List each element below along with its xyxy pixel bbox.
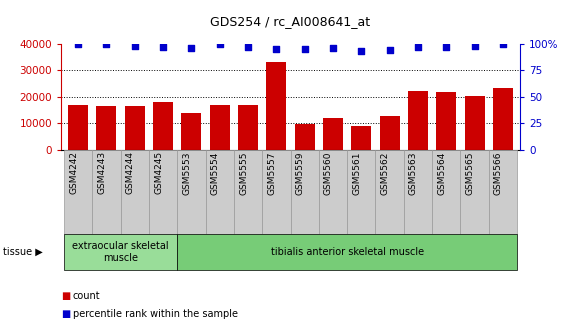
Point bbox=[470, 43, 479, 48]
Bar bbox=[96, 106, 116, 150]
Point bbox=[159, 44, 168, 49]
Point bbox=[413, 44, 422, 49]
Text: GSM5560: GSM5560 bbox=[324, 151, 333, 195]
Text: percentile rank within the sample: percentile rank within the sample bbox=[73, 309, 238, 319]
Point bbox=[187, 45, 196, 51]
Bar bbox=[238, 104, 258, 150]
Text: GSM4242: GSM4242 bbox=[69, 151, 78, 194]
Text: GSM4243: GSM4243 bbox=[98, 151, 106, 194]
Text: GSM5561: GSM5561 bbox=[352, 151, 361, 195]
Text: GSM5554: GSM5554 bbox=[211, 151, 220, 195]
Bar bbox=[493, 88, 513, 150]
Text: GSM5563: GSM5563 bbox=[409, 151, 418, 195]
Text: tibialis anterior skeletal muscle: tibialis anterior skeletal muscle bbox=[271, 247, 424, 257]
Point bbox=[442, 44, 451, 49]
Text: count: count bbox=[73, 291, 101, 301]
Bar bbox=[267, 62, 286, 150]
Bar bbox=[352, 126, 371, 150]
Text: GSM5555: GSM5555 bbox=[239, 151, 248, 195]
Point bbox=[385, 47, 394, 53]
Bar bbox=[153, 102, 173, 150]
Point bbox=[130, 43, 139, 48]
Bar bbox=[436, 92, 456, 150]
Text: GSM5564: GSM5564 bbox=[437, 151, 446, 195]
Bar bbox=[408, 91, 428, 150]
Bar bbox=[465, 96, 485, 150]
Point bbox=[102, 41, 111, 46]
Point bbox=[73, 41, 83, 46]
Text: GSM4245: GSM4245 bbox=[154, 151, 163, 194]
Point bbox=[300, 46, 309, 52]
Bar bbox=[323, 118, 343, 150]
Point bbox=[357, 48, 366, 54]
Text: GSM5553: GSM5553 bbox=[182, 151, 191, 195]
Text: GDS254 / rc_AI008641_at: GDS254 / rc_AI008641_at bbox=[210, 15, 371, 28]
Bar bbox=[380, 116, 400, 150]
Bar bbox=[68, 105, 88, 150]
Text: GSM5565: GSM5565 bbox=[465, 151, 475, 195]
Text: GSM5562: GSM5562 bbox=[381, 151, 390, 195]
Bar bbox=[295, 124, 314, 150]
Point bbox=[215, 41, 224, 46]
Bar bbox=[125, 106, 145, 150]
Text: tissue ▶: tissue ▶ bbox=[3, 247, 42, 257]
Point bbox=[328, 45, 338, 51]
Text: extraocular skeletal
muscle: extraocular skeletal muscle bbox=[72, 241, 169, 263]
Text: ■: ■ bbox=[61, 291, 70, 301]
Text: GSM5559: GSM5559 bbox=[296, 151, 304, 195]
Point bbox=[243, 44, 253, 49]
Text: GSM5557: GSM5557 bbox=[267, 151, 277, 195]
Bar bbox=[181, 113, 201, 150]
Text: GSM4244: GSM4244 bbox=[125, 151, 135, 194]
Bar bbox=[210, 104, 229, 150]
Text: ■: ■ bbox=[61, 309, 70, 319]
Point bbox=[498, 41, 508, 46]
Text: GSM5566: GSM5566 bbox=[494, 151, 503, 195]
Point bbox=[272, 46, 281, 52]
